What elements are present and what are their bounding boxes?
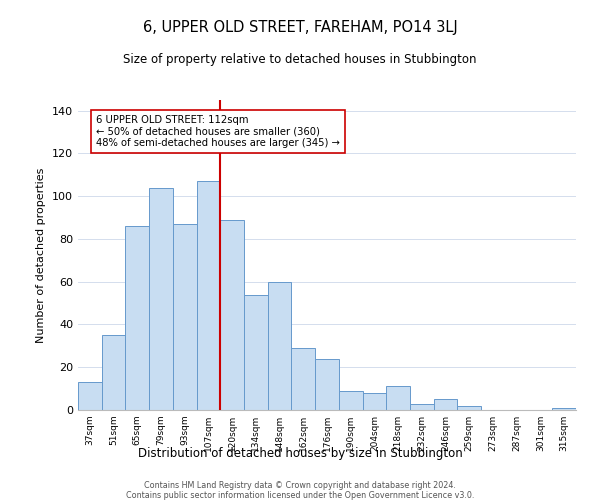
Bar (362, 393, 386, 410)
Text: Contains public sector information licensed under the Open Government Licence v3: Contains public sector information licen… (126, 491, 474, 500)
Y-axis label: Number of detached properties: Number of detached properties (37, 168, 46, 342)
Text: 6, UPPER OLD STREET, FAREHAM, PO14 3LJ: 6, UPPER OLD STREET, FAREHAM, PO14 3LJ (143, 20, 457, 35)
Bar (125, 226, 149, 410)
Text: 6 UPPER OLD STREET: 112sqm
← 50% of detached houses are smaller (360)
48% of sem: 6 UPPER OLD STREET: 112sqm ← 50% of deta… (96, 115, 340, 148)
Bar (339, 391, 362, 410)
Bar (552, 408, 576, 410)
Bar (78, 382, 102, 410)
Text: Size of property relative to detached houses in Stubbington: Size of property relative to detached ho… (123, 52, 477, 66)
Bar (386, 386, 410, 410)
Bar (434, 400, 457, 410)
Text: Distribution of detached houses by size in Stubbington: Distribution of detached houses by size … (137, 448, 463, 460)
Bar (102, 335, 125, 410)
Bar (315, 358, 339, 410)
Bar (410, 404, 434, 410)
Bar (149, 188, 173, 410)
Bar (244, 294, 268, 410)
Bar (197, 181, 220, 410)
Bar (292, 348, 315, 410)
Text: Contains HM Land Registry data © Crown copyright and database right 2024.: Contains HM Land Registry data © Crown c… (144, 481, 456, 490)
Bar (173, 224, 197, 410)
Bar (220, 220, 244, 410)
Bar (457, 406, 481, 410)
Bar (268, 282, 292, 410)
